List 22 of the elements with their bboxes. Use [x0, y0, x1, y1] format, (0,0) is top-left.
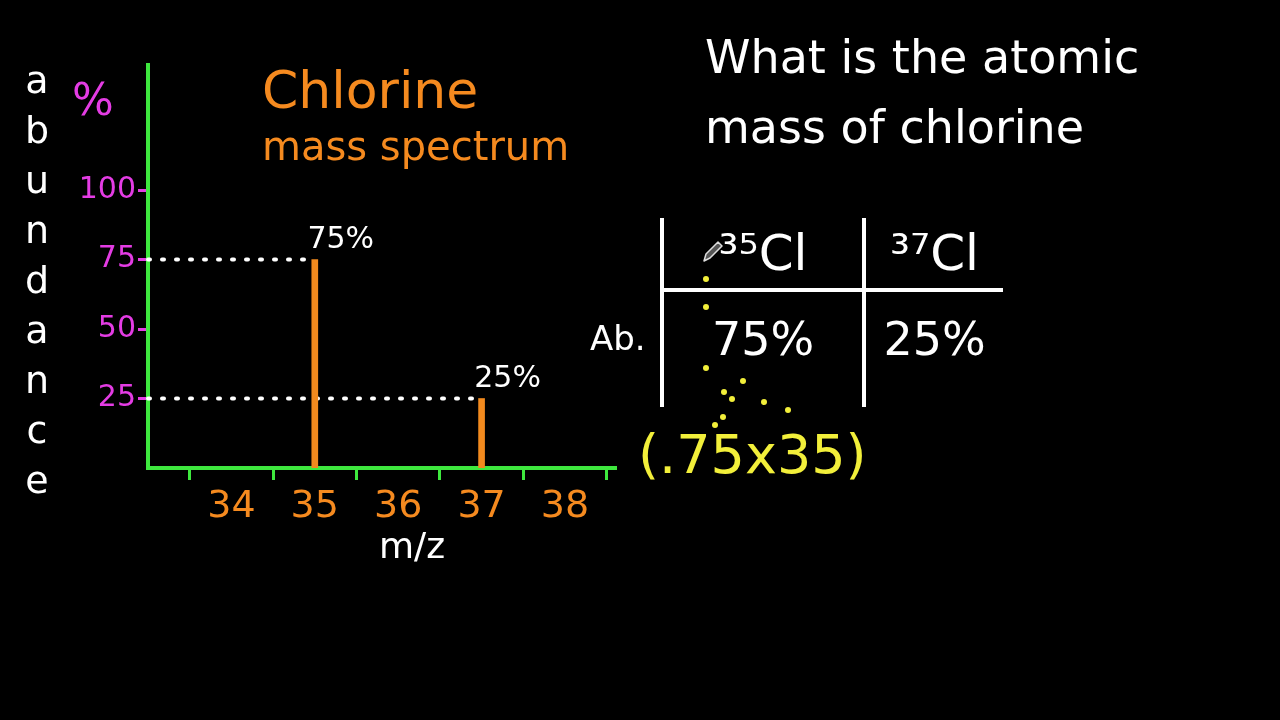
y-tick-label: 50 [97, 308, 136, 344]
chart-title: Chlorine mass spectrum [262, 60, 570, 169]
data-label: 25% [474, 359, 541, 395]
annotation: Ab. [590, 318, 646, 358]
text: 25% [883, 312, 986, 366]
y-axis-title: abundance [15, 58, 59, 508]
text: What is the atomic mass of chlorine [705, 30, 1140, 154]
x-tick-label: 34 [207, 481, 256, 526]
y-tick-label: 25 [97, 378, 136, 414]
data-label: 75% [307, 220, 375, 256]
x-tick-label: 37 [457, 481, 506, 526]
text: ³⁵Cl [718, 224, 808, 282]
x-tick-label: 36 [374, 481, 423, 526]
x-tick-label: 35 [290, 481, 339, 526]
text: (.75x35) [638, 423, 867, 486]
y-tick-label: 75 [97, 239, 136, 275]
y-tick-label: 100 [78, 169, 136, 205]
text: 75% [711, 312, 815, 366]
text: % [72, 74, 114, 125]
x-tick-label: 38 [540, 481, 590, 526]
x-axis-title: m/z [378, 525, 446, 566]
text: ³⁷Cl [890, 224, 979, 282]
